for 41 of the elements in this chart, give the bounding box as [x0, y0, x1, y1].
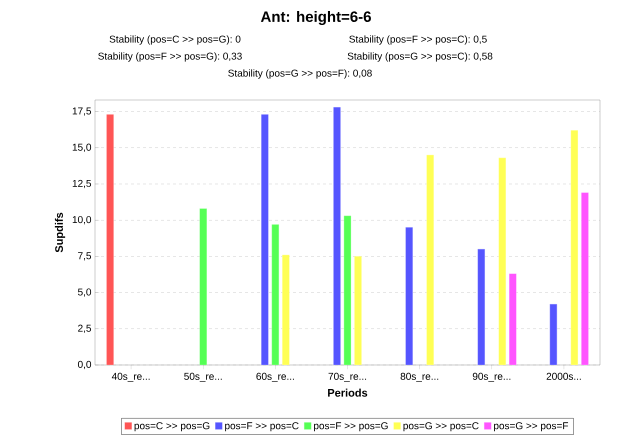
bar [426, 154, 434, 365]
text: Stability (pos=C >> pos=G): 0 [110, 35, 240, 45]
bar [282, 254, 290, 365]
legend-label: pos=G >> pos=C [403, 422, 479, 432]
bar [509, 274, 516, 365]
bar [570, 130, 578, 365]
text: Stability (pos=F >> pos=C): 0,5 [349, 35, 487, 45]
legend-label: pos=C >> pos=G [134, 422, 210, 432]
x-tick-label: 40s_re... [112, 372, 150, 382]
bar [261, 114, 269, 365]
bar [354, 256, 362, 365]
bar [498, 158, 506, 365]
bar [344, 216, 352, 365]
y-tick-label: 10,0 [72, 216, 92, 224]
x-tick-label: 70s_re... [328, 372, 366, 382]
y-tick-label: 7,5 [78, 252, 92, 260]
x-tick-label: 50s_re... [184, 372, 222, 382]
y-tick-label: 2,5 [78, 324, 92, 333]
text: Stability (pos=G >> pos=F): 0,08 [228, 69, 372, 79]
y-tick-label: 12,5 [72, 180, 92, 188]
y-tick-label: 17,5 [72, 108, 92, 116]
bar [200, 208, 207, 365]
bar [581, 192, 589, 365]
legend-label: pos=F >> pos=G [314, 422, 388, 432]
x-tick-label: 2000s... [546, 372, 581, 380]
bar [405, 227, 413, 365]
y-tick-label: 15,0 [72, 144, 92, 152]
x-tick-label: 80s_re... [400, 372, 438, 382]
text: Stability (pos=F >> pos=G): 0,33 [98, 52, 242, 62]
x-tick-label: 90s_re... [472, 372, 510, 382]
bar [272, 224, 280, 365]
y-tick-label: 5,0 [78, 288, 92, 297]
text: Stability (pos=G >> pos=C): 0,58 [348, 52, 492, 62]
bar [478, 248, 485, 365]
x-axis-title: Periods [328, 388, 368, 397]
y-axis-title: Supdifs [54, 212, 66, 252]
legend-label: pos=F >> pos=C [225, 422, 299, 432]
x-tick-label: 60s_re... [256, 372, 294, 382]
legend-label: pos=G >> pos=F [494, 422, 568, 432]
y-tick-label: 0,0 [78, 360, 92, 370]
chart-title: Ant: height=6-6 [260, 10, 371, 26]
